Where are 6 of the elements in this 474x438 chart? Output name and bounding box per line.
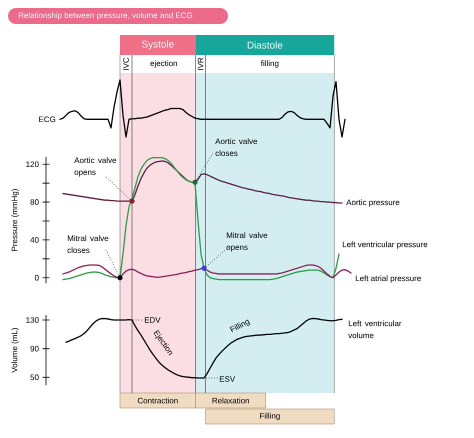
text: Systole bbox=[142, 40, 174, 50]
point bbox=[192, 180, 198, 185]
point bbox=[129, 198, 135, 204]
text: Diastole bbox=[248, 41, 282, 49]
point bbox=[117, 275, 123, 280]
point bbox=[201, 266, 207, 271]
